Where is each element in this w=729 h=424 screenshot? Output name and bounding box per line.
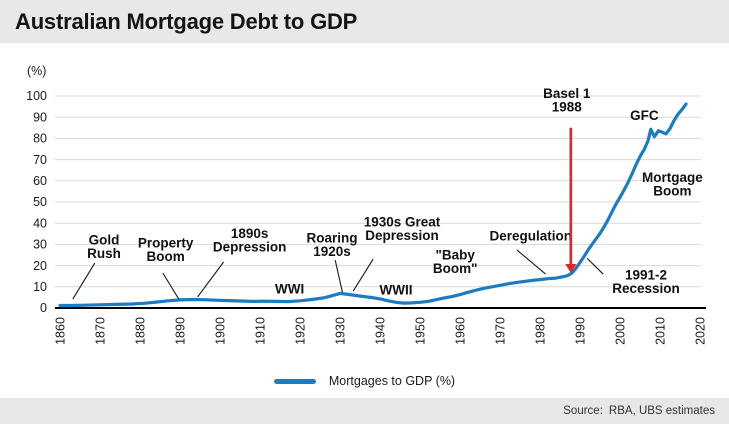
x-tick-label: 1880 — [134, 317, 148, 345]
x-tick-label: 2000 — [614, 317, 628, 345]
x-tick-label: 1900 — [214, 317, 228, 345]
annotation-leader-line — [72, 262, 96, 300]
y-tick-label: 90 — [33, 110, 47, 124]
annotation-label: 1991-2 Recession — [612, 268, 680, 296]
x-tick-label: 1870 — [94, 317, 108, 345]
annotation-label: GFC — [630, 108, 659, 123]
page-title: Australian Mortgage Debt to GDP — [15, 8, 358, 34]
y-tick-label: 40 — [33, 216, 47, 230]
x-tick-label: 1860 — [54, 317, 68, 345]
annotation-leader-line — [197, 261, 225, 298]
annotation-label: WWII — [380, 283, 413, 298]
mortgage-debt-chart: 0 10 20 30 40 50 60 70 80 90 100 (%) 1860 1870 1880 189… — [26, 64, 708, 345]
legend-line-swatch — [273, 378, 316, 384]
x-tick-label: 2020 — [694, 317, 708, 345]
y-tick-label: 0 — [40, 301, 47, 315]
source-value: RBA, UBS estimates — [608, 405, 715, 417]
annotation-label: 1890s Depression — [213, 226, 287, 254]
annotation-label: Property Boom — [138, 236, 194, 264]
y-tick-label: 70 — [33, 153, 47, 167]
y-tick-label: 30 — [33, 238, 47, 252]
y-tick-label: 100 — [26, 89, 47, 103]
y-tick-label: 50 — [33, 195, 47, 209]
y-tick-label: 10 — [33, 280, 47, 294]
annotation-label: "Baby Boom" — [433, 247, 478, 275]
y-tick-label: 80 — [33, 132, 47, 146]
annotation-label: Mortgage Boom — [642, 170, 703, 198]
x-tick-label: 1940 — [374, 317, 388, 345]
x-tick-label: 1950 — [414, 317, 428, 345]
source-label: Source: — [563, 405, 603, 417]
chart-legend: Mortgages to GDP (%) — [0, 370, 729, 392]
x-tick-label: 1960 — [454, 317, 468, 345]
title-bar: Australian Mortgage Debt to GDP — [0, 0, 729, 43]
x-tick-label: 1930 — [334, 317, 348, 345]
annotation-label: WWI — [275, 282, 304, 297]
annotation-label: Deregulation — [490, 229, 573, 244]
x-tick-label: 1970 — [494, 317, 508, 345]
x-tick-label: 1990 — [574, 317, 588, 345]
annotation-label: Roaring 1920s — [306, 230, 357, 258]
annotation-label: Basel 1 1988 — [543, 86, 591, 114]
annotation-leader-line — [352, 258, 374, 292]
x-tick-label: 1890 — [174, 317, 188, 345]
x-tick-label: 2010 — [654, 317, 668, 345]
source-bar: Source: RBA, UBS estimates — [0, 398, 729, 424]
y-tick-label: 60 — [33, 174, 47, 188]
legend-label: Mortgages to GDP (%) — [328, 374, 456, 388]
x-tick-label: 1910 — [254, 317, 268, 345]
basel-arrow-head — [565, 264, 577, 274]
y-tick-label: 20 — [33, 259, 47, 273]
annotation-label: 1930s Great Depression — [364, 215, 441, 243]
annotation-leader-line — [516, 249, 546, 275]
y-axis-unit-label: (%) — [27, 64, 46, 78]
x-tick-label: 1920 — [294, 317, 308, 345]
annotation-leader-line — [334, 259, 343, 293]
mortgages-to-gdp-line — [58, 102, 688, 308]
annotation-leader-line — [162, 272, 180, 300]
x-tick-label: 1980 — [534, 317, 548, 345]
annotation-leader-line — [586, 257, 604, 275]
annotation-label: Gold Rush — [87, 233, 121, 261]
